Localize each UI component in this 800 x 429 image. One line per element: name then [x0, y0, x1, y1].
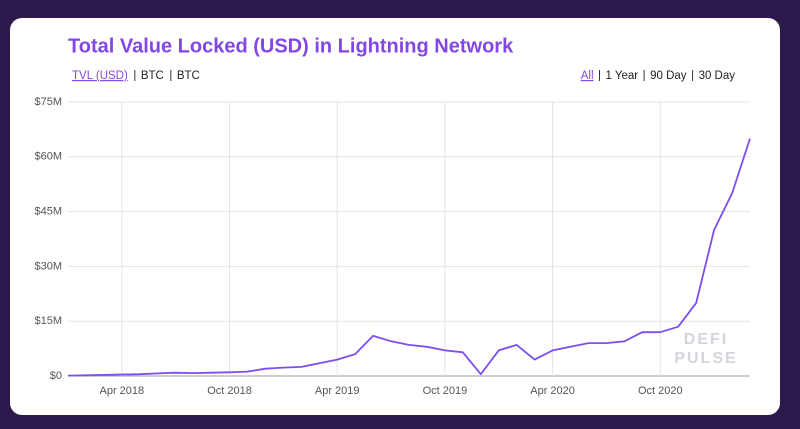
- range-option[interactable]: 90 Day: [650, 70, 687, 82]
- watermark: PULSE: [674, 350, 737, 367]
- currency-option[interactable]: BTC: [177, 70, 200, 82]
- tvl-line: [67, 138, 751, 377]
- y-tick-label: $45M: [34, 206, 62, 218]
- y-tick-label: $60M: [34, 151, 62, 163]
- range-option[interactable]: 1 Year: [606, 70, 639, 82]
- currency-option[interactable]: TVL (USD): [72, 70, 128, 82]
- watermark: DEFI: [684, 331, 728, 348]
- card: [10, 18, 780, 415]
- y-tick-label: $30M: [34, 260, 62, 272]
- y-tick-label: $75M: [34, 96, 62, 108]
- chart-title: Total Value Locked (USD) in Lightning Ne…: [68, 35, 514, 57]
- y-tick-label: $15M: [34, 315, 62, 327]
- x-tick-label: Apr 2018: [100, 385, 145, 397]
- range-option[interactable]: 30 Day: [699, 70, 736, 82]
- x-tick-label: Apr 2020: [530, 385, 575, 397]
- currency-option[interactable]: BTC: [141, 70, 164, 82]
- x-tick-label: Oct 2020: [638, 385, 683, 397]
- x-tick-label: Oct 2019: [423, 385, 468, 397]
- y-tick-label: $0: [50, 370, 62, 382]
- range-option[interactable]: All: [581, 70, 594, 82]
- x-tick-label: Apr 2019: [315, 385, 360, 397]
- x-tick-label: Oct 2018: [207, 385, 252, 397]
